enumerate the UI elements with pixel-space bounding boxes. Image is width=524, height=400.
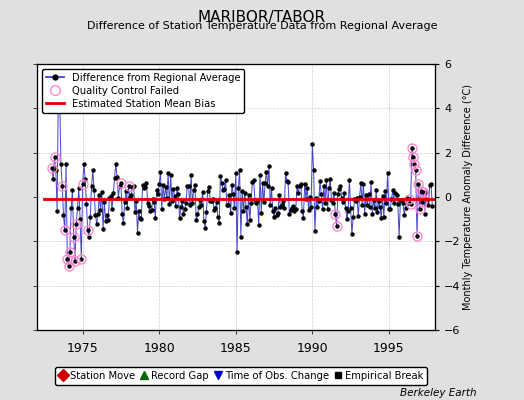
Legend: Station Move, Record Gap, Time of Obs. Change, Empirical Break: Station Move, Record Gap, Time of Obs. C… bbox=[55, 367, 427, 385]
Text: 1990: 1990 bbox=[297, 342, 328, 355]
Y-axis label: Monthly Temperature Anomaly Difference (°C): Monthly Temperature Anomaly Difference (… bbox=[463, 84, 473, 310]
Text: 1995: 1995 bbox=[373, 342, 405, 355]
Text: 1975: 1975 bbox=[67, 342, 99, 355]
Text: MARIBOR/TABOR: MARIBOR/TABOR bbox=[198, 10, 326, 25]
Text: 1980: 1980 bbox=[144, 342, 175, 355]
Text: Difference of Station Temperature Data from Regional Average: Difference of Station Temperature Data f… bbox=[87, 21, 437, 31]
Text: Berkeley Earth: Berkeley Earth bbox=[400, 388, 477, 398]
Legend: Difference from Regional Average, Quality Control Failed, Estimated Station Mean: Difference from Regional Average, Qualit… bbox=[42, 69, 244, 113]
Text: 1985: 1985 bbox=[220, 342, 252, 355]
